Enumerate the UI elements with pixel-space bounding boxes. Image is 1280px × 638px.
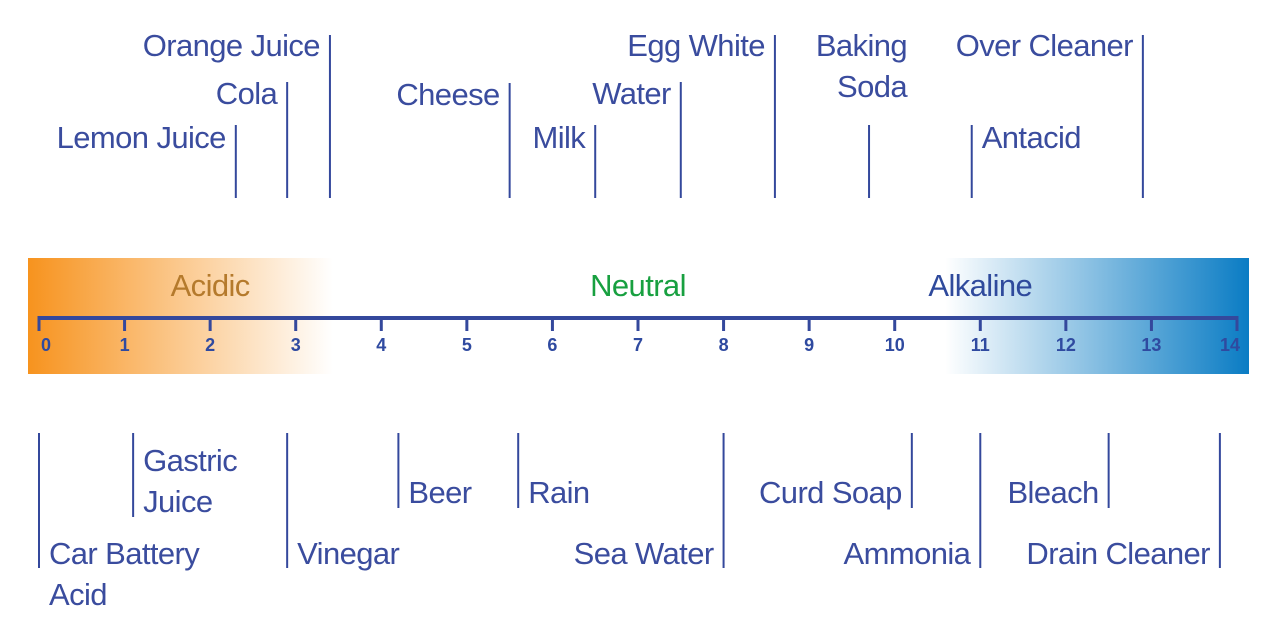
- zone-label: Alkaline: [928, 268, 1032, 303]
- x-tick-label: 0: [41, 335, 51, 355]
- substance-label: Drain Cleaner: [1026, 536, 1210, 571]
- substance-label: Over Cleaner: [956, 28, 1133, 63]
- substance-label: Milk: [533, 120, 587, 155]
- substance-label: Gastric: [143, 443, 237, 478]
- substance-label: Cheese: [396, 77, 499, 112]
- x-tick-label: 13: [1141, 335, 1161, 355]
- substance-label: Orange Juice: [143, 28, 320, 63]
- substance-label: Sea Water: [574, 536, 714, 571]
- x-tick-label: 7: [633, 335, 643, 355]
- x-tick-label: 5: [462, 335, 472, 355]
- x-tick-label: 1: [120, 335, 130, 355]
- zone-label: Neutral: [590, 268, 686, 303]
- x-tick-label: 10: [885, 335, 905, 355]
- x-tick-label: 9: [804, 335, 814, 355]
- x-tick-label: 6: [547, 335, 557, 355]
- x-tick-label: 14: [1220, 335, 1240, 355]
- substance-label: Juice: [143, 484, 212, 519]
- substance-label: Egg White: [627, 28, 765, 63]
- substance-label: Cola: [216, 76, 279, 111]
- substance-label: Soda: [837, 69, 908, 104]
- substance-label: Curd Soap: [759, 475, 902, 510]
- substance-label: Car Battery: [49, 536, 200, 571]
- x-tick-label: 11: [971, 335, 990, 355]
- substance-label: Antacid: [982, 120, 1081, 155]
- x-tick-label: 4: [376, 335, 386, 355]
- substance-label: Lemon Juice: [57, 120, 226, 155]
- x-tick-label: 8: [719, 335, 729, 355]
- substance-label: Beer: [408, 475, 471, 510]
- substance-label: Vinegar: [297, 536, 399, 571]
- x-tick-label: 3: [291, 335, 301, 355]
- substance-label: Baking: [816, 28, 907, 63]
- x-tick-label: 2: [205, 335, 215, 355]
- substance-label: Rain: [528, 475, 589, 510]
- substance-label: Water: [592, 76, 671, 111]
- zone-label: Acidic: [171, 268, 250, 303]
- substance-label: Ammonia: [844, 536, 972, 571]
- x-tick-label: 12: [1056, 335, 1076, 355]
- substance-label: Bleach: [1007, 475, 1098, 510]
- substance-label: Acid: [49, 577, 107, 612]
